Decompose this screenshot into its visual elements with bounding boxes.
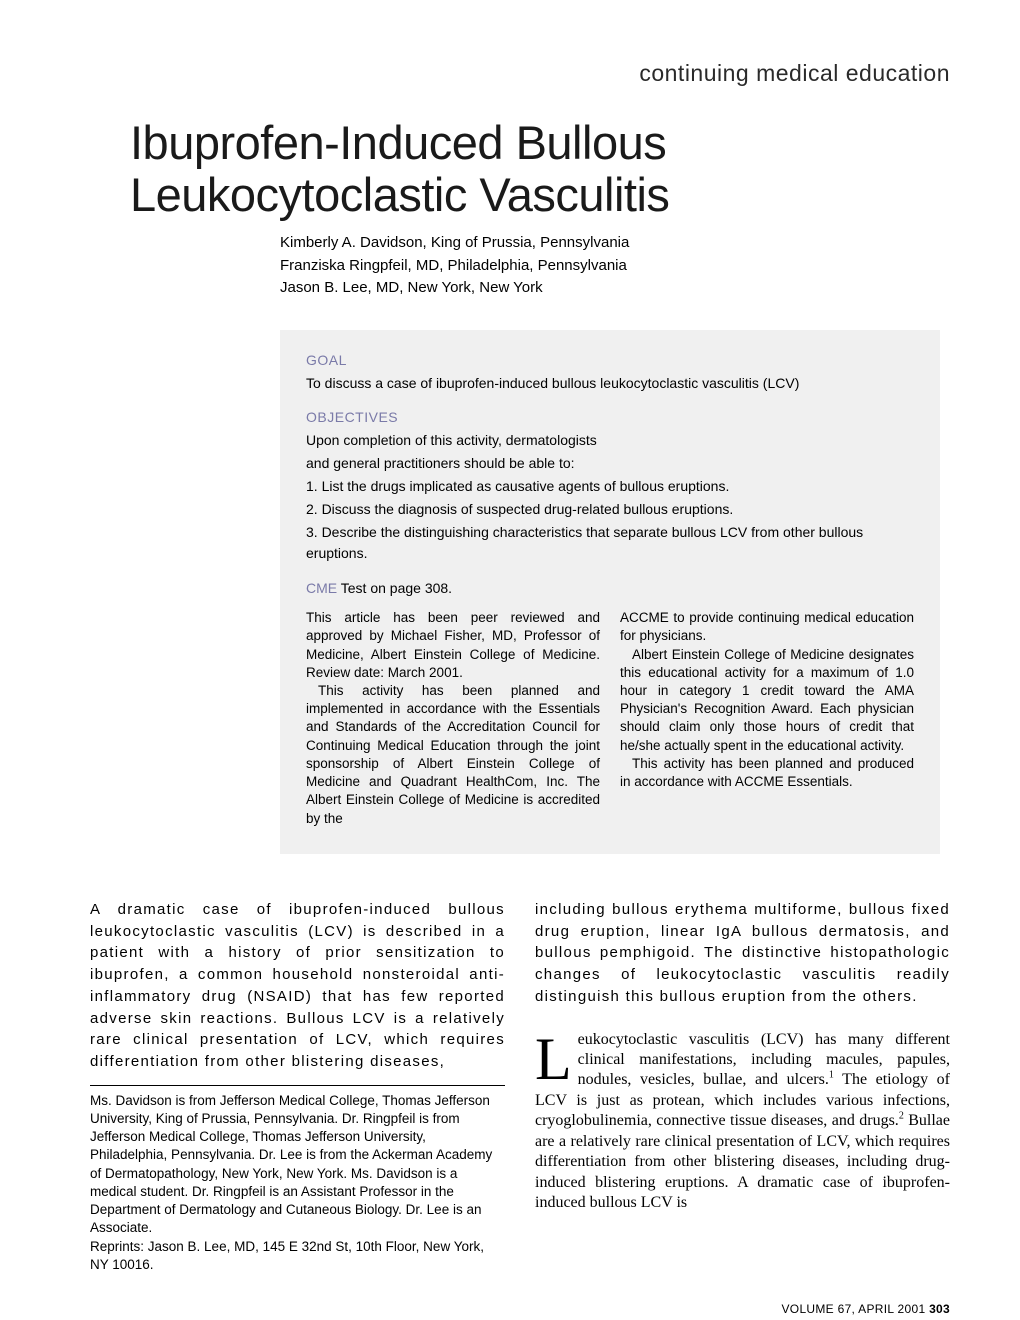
left-column: A dramatic case of ibuprofen-induced bul… [90,899,505,1274]
accreditation-left-col: This article has been peer reviewed and … [306,609,600,828]
objective-item: 3. Describe the distinguishing character… [306,522,914,564]
author-line: Franziska Ringpfeil, MD, Philadelphia, P… [280,255,950,278]
author-line: Kimberly A. Davidson, King of Prussia, P… [280,232,950,255]
objectives-intro: and general practitioners should be able… [306,453,914,474]
accred-paragraph: This activity has been planned and produ… [620,755,914,791]
objective-item: 2. Discuss the diagnosis of suspected dr… [306,499,914,520]
author-line: Jason B. Lee, MD, New York, New York [280,277,950,300]
objectives-intro: Upon completion of this activity, dermat… [306,430,914,451]
affiliations-text: Ms. Davidson is from Jefferson Medical C… [90,1093,492,1236]
accred-paragraph: ACCME to provide continuing medical educ… [620,609,914,645]
title-line-1: Ibuprofen-Induced Bullous [130,116,666,169]
author-block: Kimberly A. Davidson, King of Prussia, P… [280,232,950,300]
title-line-2: Leukocytoclastic Vasculitis [130,168,669,221]
article-body: A dramatic case of ibuprofen-induced bul… [90,899,950,1274]
abstract-right: including bullous erythema multiforme, b… [535,899,950,1008]
accred-paragraph: This article has been peer reviewed and … [306,609,600,682]
page-number: 303 [929,1302,950,1316]
accred-paragraph: This activity has been planned and imple… [306,682,600,828]
article-title: Ibuprofen-Induced Bullous Leukocytoclast… [130,117,950,220]
reprints-text: Reprints: Jason B. Lee, MD, 145 E 32nd S… [90,1239,484,1272]
right-column: including bullous erythema multiforme, b… [535,899,950,1274]
section-header: continuing medical education [90,60,950,87]
goal-text: To discuss a case of ibuprofen-induced b… [306,373,914,393]
cme-info-box: GOAL To discuss a case of ibuprofen-indu… [280,330,940,854]
cme-test-line: CME Test on page 308. [306,580,914,596]
accreditation-right-col: ACCME to provide continuing medical educ… [620,609,914,828]
objectives-heading: OBJECTIVES [306,409,914,425]
issue-info: VOLUME 67, APRIL 2001 [782,1302,926,1316]
affiliations-block: Ms. Davidson is from Jefferson Medical C… [90,1085,505,1274]
objectives-list: Upon completion of this activity, dermat… [306,430,914,564]
cme-text: Test on page 308. [337,580,452,596]
accreditation-block: This article has been peer reviewed and … [306,609,914,828]
objective-item: 1. List the drugs implicated as causativ… [306,476,914,497]
dropcap: L [535,1030,578,1085]
page-footer: VOLUME 67, APRIL 2001 303 [90,1302,950,1316]
goal-heading: GOAL [306,352,914,368]
cme-label: CME [306,580,337,596]
body-paragraph: Leukocytoclastic vasculitis (LCV) has ma… [535,1030,950,1214]
abstract-left: A dramatic case of ibuprofen-induced bul… [90,899,505,1073]
accred-paragraph: Albert Einstein College of Medicine desi… [620,646,914,755]
